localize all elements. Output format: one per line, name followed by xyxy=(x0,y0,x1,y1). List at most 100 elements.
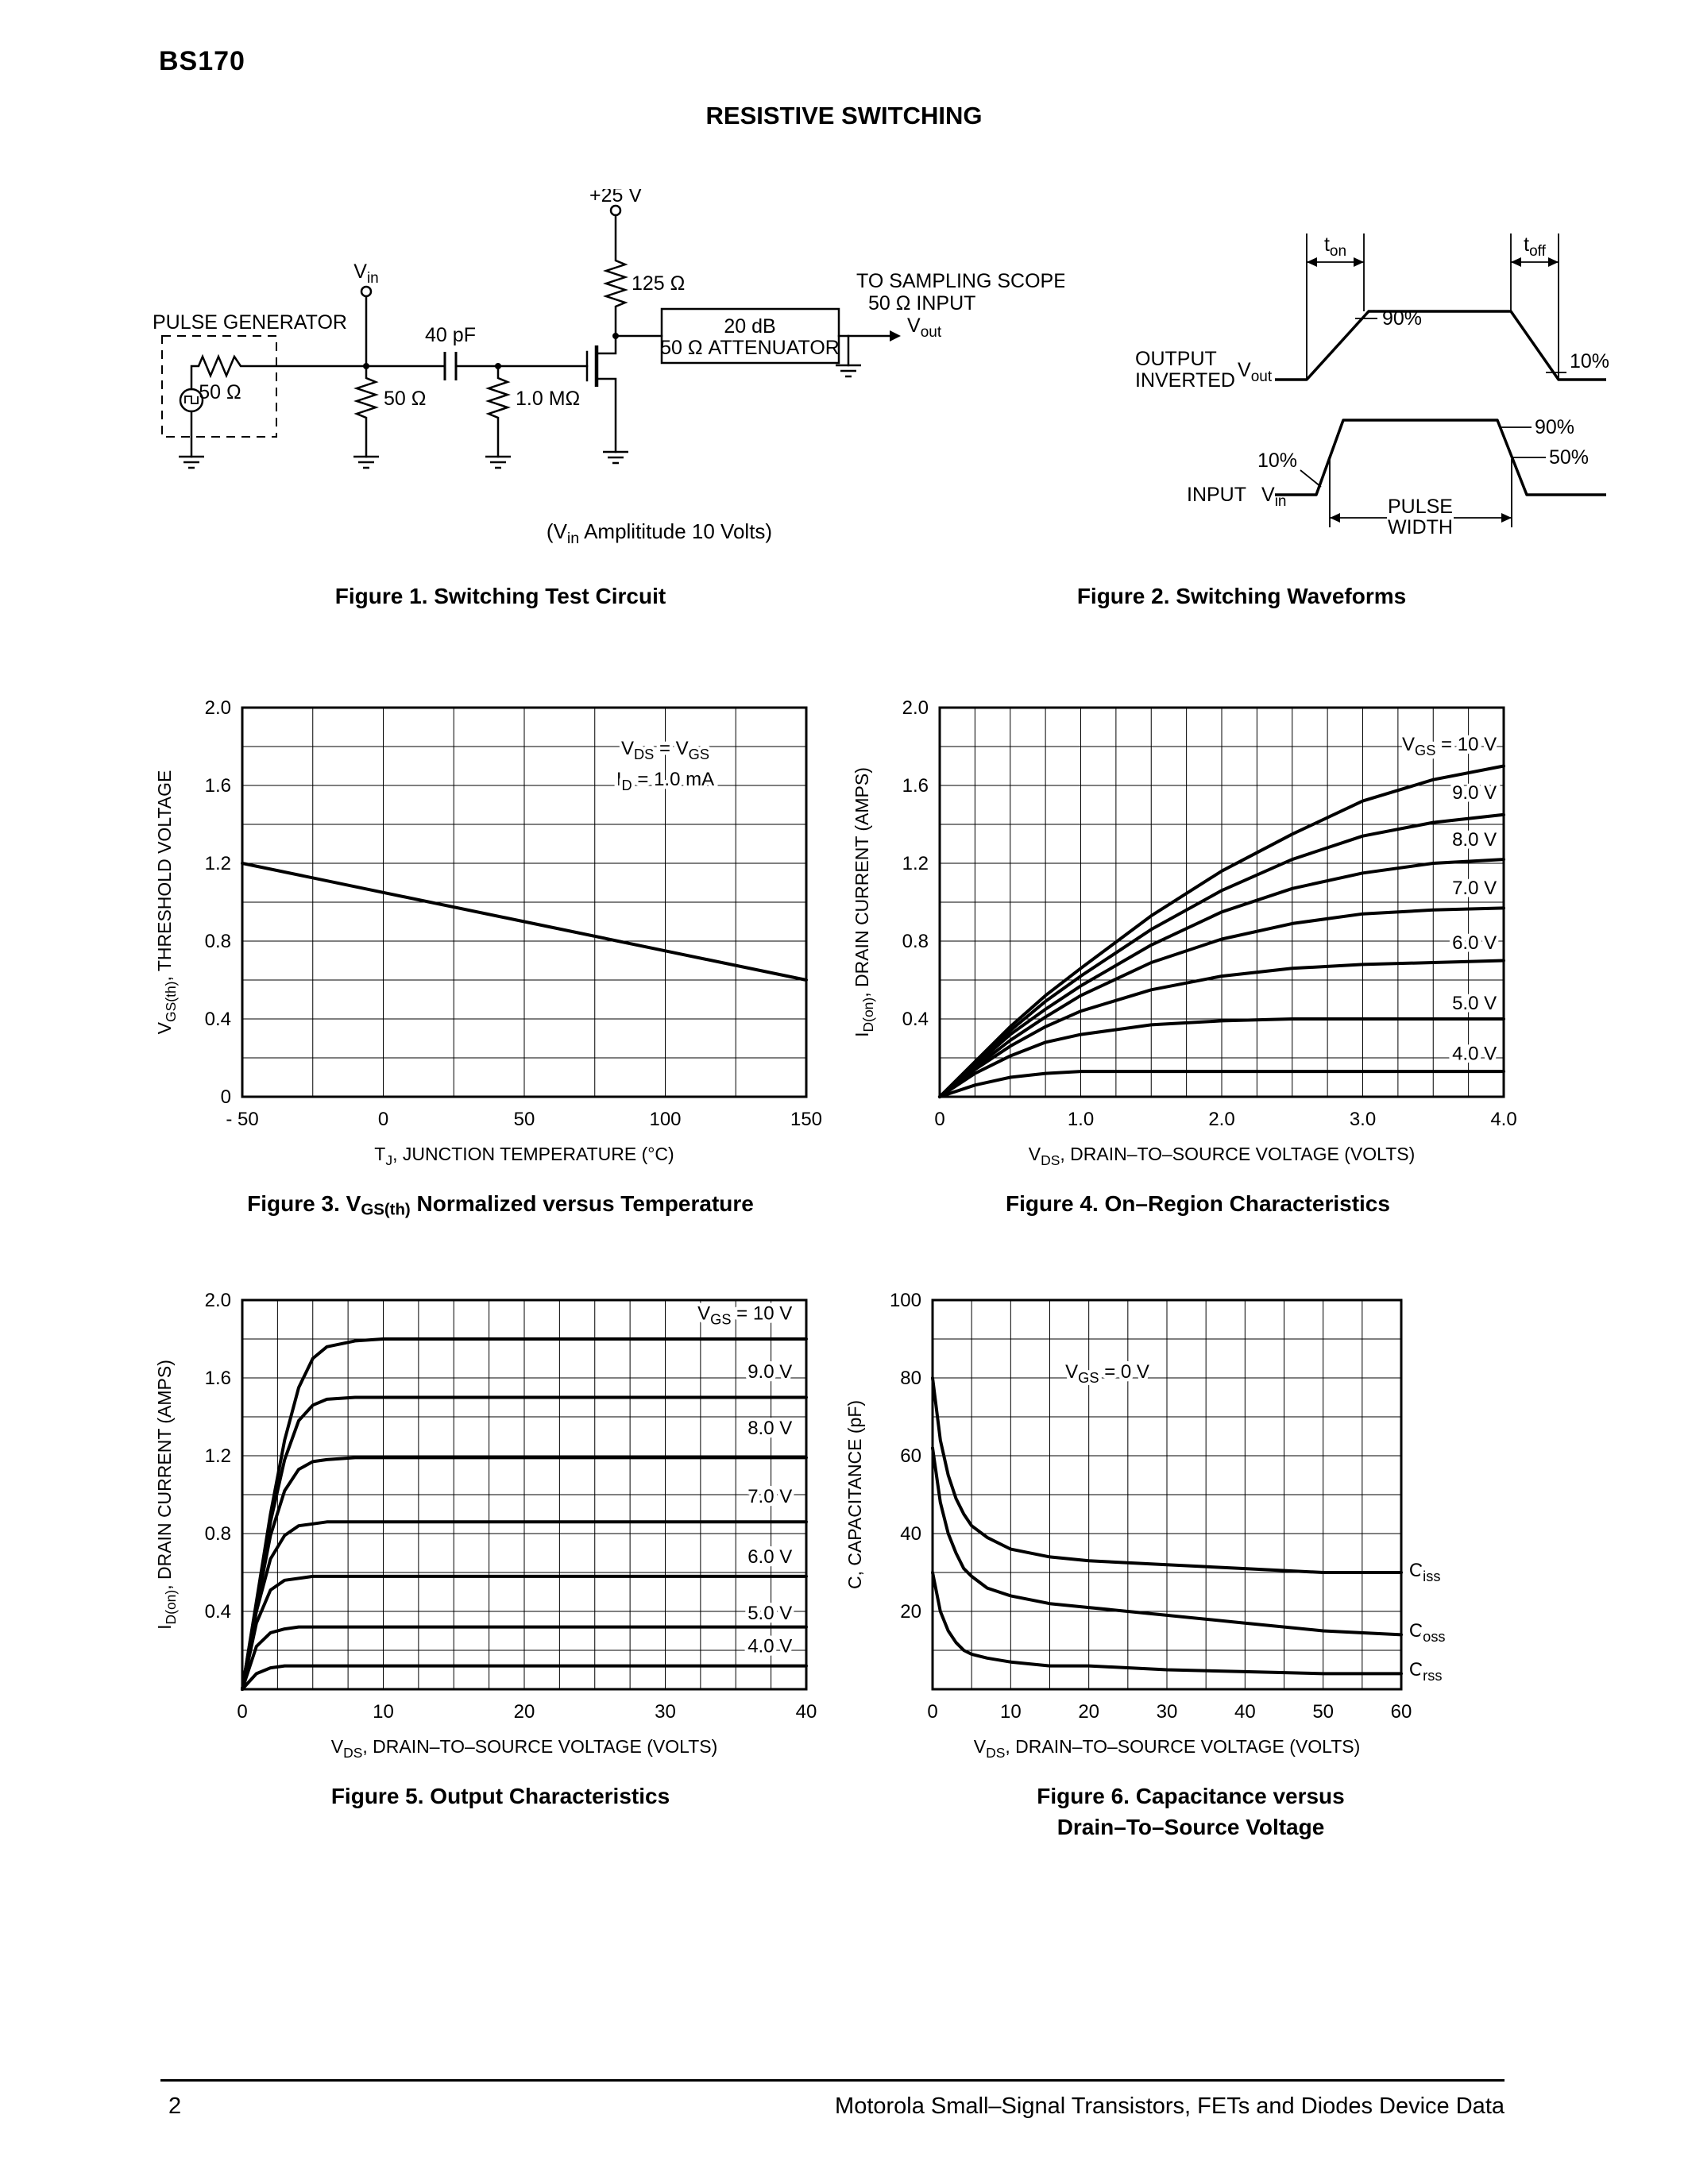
curve-crss xyxy=(931,1571,1403,1676)
y-tick-label: 80 xyxy=(900,1368,921,1389)
plot-frame xyxy=(938,706,1505,1098)
plot-frame xyxy=(241,1298,808,1691)
curve-label-vgs-6: 6.0 V xyxy=(747,1546,792,1568)
x-tick-label: 40 xyxy=(1234,1701,1256,1723)
curve-vgs-6 xyxy=(938,959,1505,1098)
curve-label-crss: Crss xyxy=(1409,1659,1443,1684)
y-tick-label: 2.0 xyxy=(205,697,231,719)
output-waveform xyxy=(1275,310,1606,381)
curve-vgs-10 xyxy=(241,1337,808,1691)
x-tick-label: 40 xyxy=(796,1701,817,1723)
x-tick-label: 150 xyxy=(790,1109,822,1130)
vin-label: Vin xyxy=(1261,484,1286,510)
gate-resistor xyxy=(485,365,511,458)
supply-terminal xyxy=(609,204,622,217)
x-tick-label: 1.0 xyxy=(1068,1109,1094,1130)
arrow-left-icon xyxy=(1511,257,1521,267)
arrow-left-icon xyxy=(1330,513,1340,523)
x-tick-label: 50 xyxy=(514,1109,535,1130)
wire-generator-resistor xyxy=(190,353,446,391)
drain-resistor-label: 125 Ω xyxy=(632,272,685,295)
vin-amplitude-note: (Vin Amplititude 10 Volts) xyxy=(547,519,772,547)
chart-annotation: ID = 1.0 mA xyxy=(616,769,714,793)
x-tick-label: 100 xyxy=(649,1109,681,1130)
x-axis-title: VDS, DRAIN–TO–SOURCE VOLTAGE (VOLTS) xyxy=(1029,1144,1416,1168)
y-tick-label: 0.8 xyxy=(205,931,231,952)
curve-label-vgs-5: 5.0 V xyxy=(1452,993,1497,1014)
x-tick-label: 0 xyxy=(237,1701,247,1723)
output-label-line2: INVERTED xyxy=(1135,369,1235,392)
curve-vgs-6 xyxy=(241,1574,808,1691)
vin-terminal xyxy=(360,285,373,298)
y-tick-label: 0.4 xyxy=(902,1009,929,1030)
x-tick-label: 0 xyxy=(934,1109,944,1130)
vin-label: Vin xyxy=(353,260,378,287)
y-tick-label: 100 xyxy=(890,1290,921,1311)
drain-resistor xyxy=(603,214,628,338)
curve-label-vgs-7: 7.0 V xyxy=(1452,878,1497,899)
output-90-label: 90% xyxy=(1382,307,1422,330)
ground-icon xyxy=(601,450,630,465)
square-wave-icon xyxy=(184,396,199,404)
curve-vgs-5 xyxy=(938,1017,1505,1098)
supply-label: +25 V xyxy=(589,189,642,206)
figure1-caption: Figure 1. Switching Test Circuit xyxy=(334,584,666,608)
toff-label: toff xyxy=(1524,233,1546,260)
input-90-label: 90% xyxy=(1535,416,1574,438)
curve-vgs-10 xyxy=(938,764,1505,1098)
arrow-right-icon xyxy=(1501,513,1512,523)
arrow-right-icon xyxy=(1354,257,1364,267)
y-tick-label: 1.2 xyxy=(205,853,231,874)
ground-icon xyxy=(177,455,206,469)
curve-label-vgs-10: VGS = 10 V xyxy=(1402,734,1497,758)
curve-label-vgs-10: VGS = 10 V xyxy=(697,1303,792,1328)
pulse-width-label-line1: PULSE xyxy=(1388,496,1453,518)
curve-label-vgs-8: 8.0 V xyxy=(747,1418,792,1439)
y-tick-label: 2.0 xyxy=(205,1290,231,1311)
y-axis-title: ID(on), DRAIN CURRENT (AMPS) xyxy=(154,1360,179,1630)
mosfet-source-wire xyxy=(595,377,617,453)
x-tick-label: 3.0 xyxy=(1350,1109,1376,1130)
x-tick-label: 30 xyxy=(655,1701,676,1723)
x-tick-label: 4.0 xyxy=(1490,1109,1516,1130)
y-tick-label: 1.6 xyxy=(902,775,929,797)
x-tick-label: 30 xyxy=(1157,1701,1178,1723)
x-axis-title: VDS, DRAIN–TO–SOURCE VOLTAGE (VOLTS) xyxy=(331,1736,718,1761)
y-tick-label: 0 xyxy=(221,1086,231,1108)
figure5-caption: Figure 5. Output Characteristics xyxy=(330,1784,670,1808)
y-axis-title: ID(on), DRAIN CURRENT (AMPS) xyxy=(852,767,876,1037)
shunt-resistor xyxy=(353,365,379,458)
curve-vgs-8 xyxy=(938,858,1505,1098)
y-tick-label: 0.8 xyxy=(205,1523,231,1545)
y-tick-label: 1.6 xyxy=(205,1368,231,1389)
x-tick-label: 0 xyxy=(927,1701,937,1723)
x-tick-label: 60 xyxy=(1391,1701,1412,1723)
y-tick-label: 2.0 xyxy=(902,697,929,719)
part-number: BS170 xyxy=(159,46,245,76)
x-tick-label: 10 xyxy=(1000,1701,1022,1723)
curve-coss xyxy=(931,1446,1403,1637)
y-tick-label: 1.6 xyxy=(205,775,231,797)
y-tick-label: 60 xyxy=(900,1445,921,1467)
input-50-label: 50% xyxy=(1549,446,1589,469)
figure4-chart: 0 1.0 2.0 3.0 4.0 0.4 0.8 1.2 1.6 2.0 VDS, DRAIN–T… xyxy=(852,697,1517,1168)
gen-resistor-label: 50 Ω xyxy=(199,381,241,403)
figure3-caption: Figure 3. VGS(th) Normalized versus Temp… xyxy=(247,1191,754,1219)
curve-vgs-7 xyxy=(241,1520,808,1691)
curve-label-vgs-4: 4.0 V xyxy=(747,1635,792,1657)
x-tick-label: 0 xyxy=(378,1109,388,1130)
curve-label-ciss: Ciss xyxy=(1409,1560,1441,1584)
scope-label-line2: 50 Ω INPUT xyxy=(868,292,975,314)
curve-vgs-5 xyxy=(241,1625,808,1691)
y-tick-label: 1.2 xyxy=(902,853,929,874)
figure4-caption: Figure 4. On–Region Characteristics xyxy=(1006,1191,1390,1216)
x-axis-title: TJ, JUNCTION TEMPERATURE (°C) xyxy=(374,1144,674,1168)
y-tick-label: 1.2 xyxy=(205,1445,231,1467)
curve-label-vgs-5: 5.0 V xyxy=(747,1603,792,1624)
curve-vgs-9 xyxy=(938,812,1505,1098)
curve-vgs-9 xyxy=(241,1395,808,1691)
plot-frame xyxy=(241,706,808,1098)
ground-icon xyxy=(352,455,380,469)
pulse-width-label-line2: WIDTH xyxy=(1388,516,1453,538)
